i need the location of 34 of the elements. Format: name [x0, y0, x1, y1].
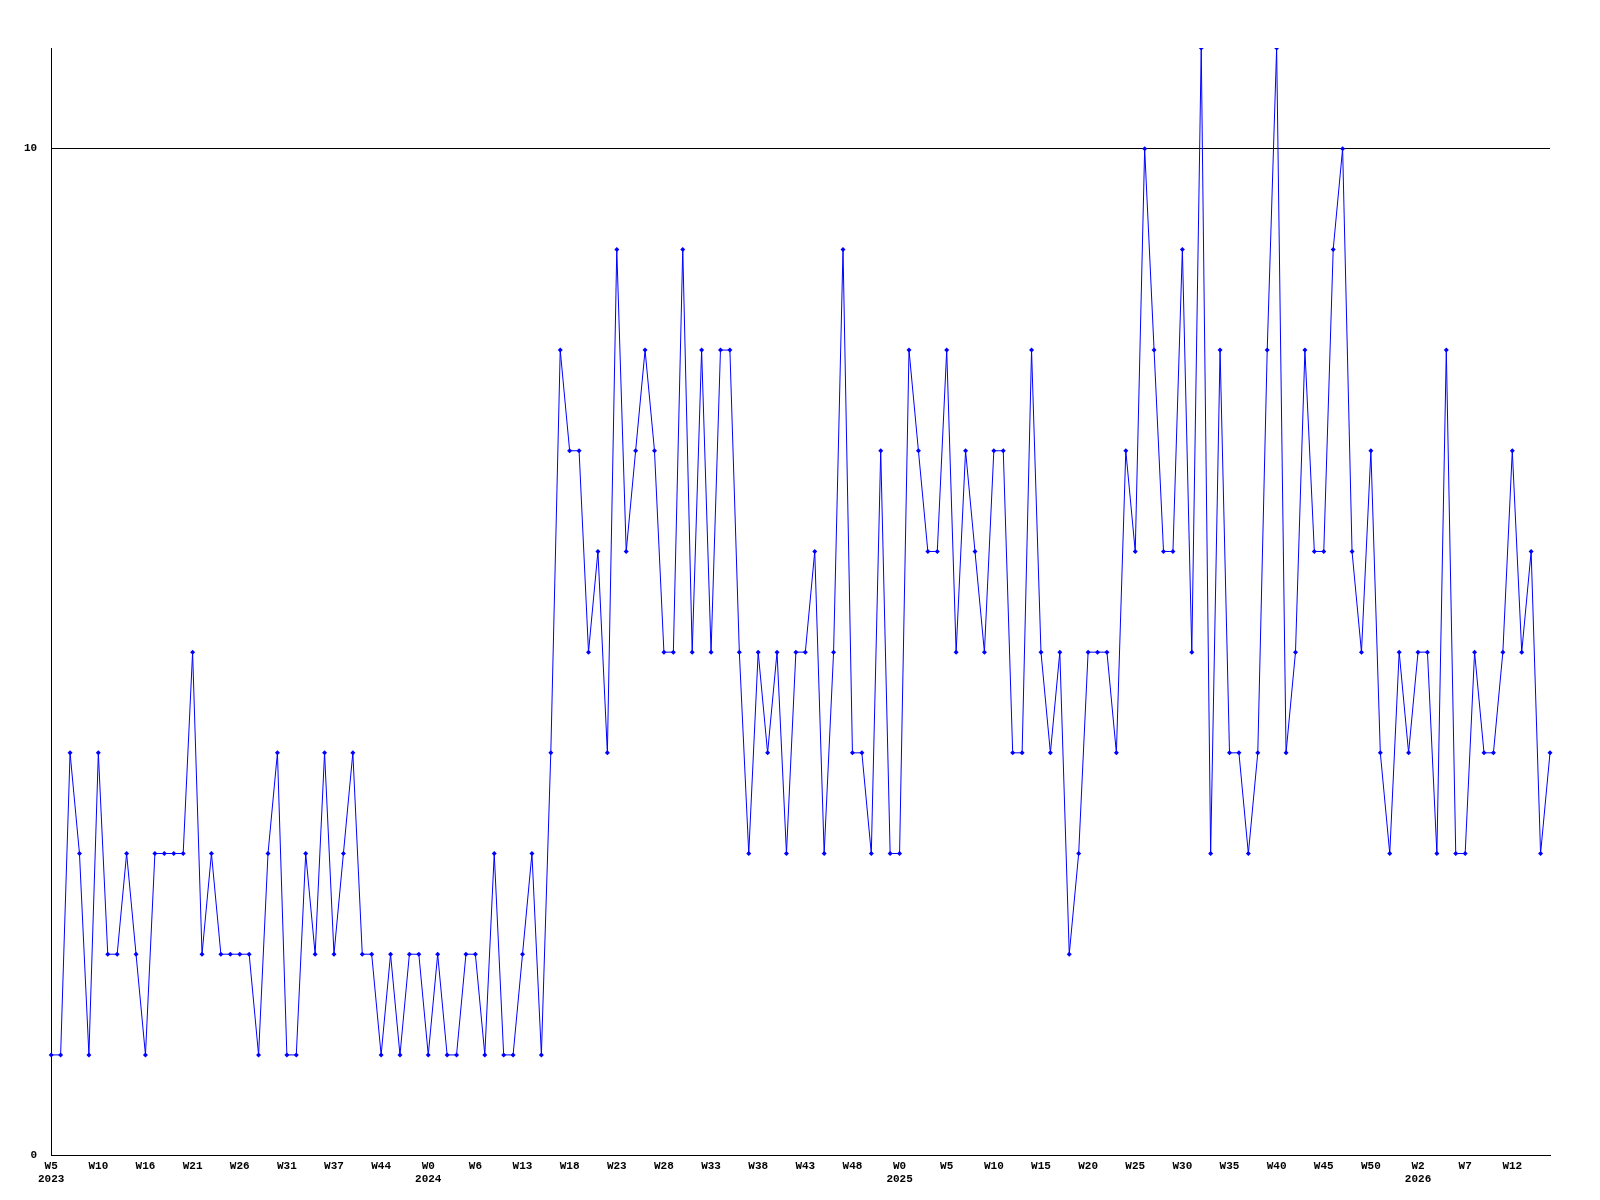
x-tick-label: W37 [324, 1159, 344, 1172]
x-tick-label: W28 [654, 1159, 675, 1172]
x-tick-label: W13 [512, 1159, 533, 1172]
x-tick-label: W26 [229, 1159, 250, 1172]
x-tick-label: W45 [1313, 1159, 1335, 1172]
x-tick-label: W16 [135, 1159, 156, 1172]
x-tick-label: W18 [559, 1159, 580, 1172]
x-tick-label: W5 2023 [38, 1159, 65, 1186]
x-tick-label: W35 [1219, 1159, 1240, 1172]
x-tick-label: W0 2025 [886, 1159, 914, 1186]
x-tick-label: W25 [1125, 1159, 1146, 1172]
y-tick-label: 0 [30, 1149, 38, 1162]
x-tick-label: W0 2024 [415, 1159, 442, 1186]
x-tick-label: W31 [276, 1159, 298, 1172]
x-tick-label: W10 [983, 1159, 1004, 1172]
x-tick-label: W23 [606, 1159, 628, 1172]
x-tick-label: W33 [701, 1159, 722, 1172]
x-tick-label: W20 [1078, 1159, 1099, 1172]
x-tick-label: W43 [795, 1159, 816, 1172]
x-tick-label: W40 [1266, 1159, 1287, 1172]
x-tick-label: W7 [1458, 1159, 1472, 1172]
x-tick-label: W10 [88, 1159, 109, 1172]
y-tick-label: 10 [24, 142, 38, 155]
x-tick-label: W48 [842, 1159, 863, 1172]
x-tick-label: W44 [371, 1159, 392, 1172]
x-tick-label: W50 [1360, 1159, 1381, 1172]
x-tick-label: W30 [1172, 1159, 1193, 1172]
x-tick-label: W38 [748, 1159, 769, 1172]
x-tick-label: W6 [468, 1159, 482, 1172]
x-tick-label: W15 [1031, 1159, 1052, 1172]
x-tick-label: W5 [940, 1159, 954, 1172]
x-tick-label: W12 [1502, 1159, 1523, 1172]
x-tick-label: W2 2026 [1404, 1159, 1432, 1186]
x-tick-label: W21 [182, 1159, 203, 1172]
